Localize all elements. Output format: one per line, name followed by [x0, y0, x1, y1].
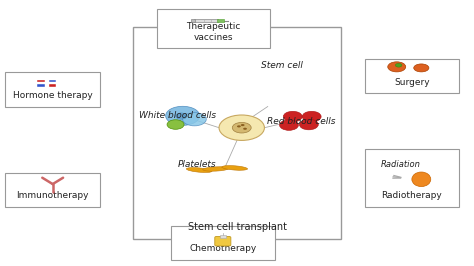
Bar — [365, 149, 459, 207]
Circle shape — [300, 119, 318, 130]
Bar — [220, 235, 226, 238]
Bar — [191, 19, 195, 22]
Circle shape — [243, 128, 247, 130]
Circle shape — [283, 111, 302, 122]
Bar — [37, 84, 45, 87]
Bar — [171, 226, 275, 260]
Text: White blood cells: White blood cells — [139, 111, 217, 120]
Text: Radiation: Radiation — [381, 160, 420, 169]
Bar — [133, 27, 341, 239]
Circle shape — [232, 122, 251, 133]
FancyBboxPatch shape — [215, 236, 231, 246]
Bar — [365, 59, 459, 93]
Ellipse shape — [414, 64, 429, 72]
Text: Hormone therapy: Hormone therapy — [13, 91, 92, 100]
Text: Radiotherapy: Radiotherapy — [382, 192, 442, 201]
Text: Therapeutic
vaccines: Therapeutic vaccines — [186, 22, 241, 42]
Text: Stem cell transplant: Stem cell transplant — [188, 222, 286, 232]
Circle shape — [241, 124, 245, 126]
Circle shape — [165, 106, 200, 125]
Bar — [5, 173, 100, 207]
Circle shape — [302, 111, 321, 122]
Ellipse shape — [203, 167, 228, 171]
Text: Stem cell: Stem cell — [261, 61, 303, 70]
Circle shape — [182, 113, 206, 126]
Circle shape — [280, 120, 299, 130]
Bar — [49, 84, 56, 87]
Bar — [37, 80, 45, 82]
Text: Red blood cells: Red blood cells — [266, 117, 335, 126]
Text: Platelets: Platelets — [178, 160, 216, 169]
Circle shape — [237, 125, 241, 127]
Bar — [156, 9, 270, 48]
Text: Surgery: Surgery — [394, 78, 429, 87]
Text: Immunotherapy: Immunotherapy — [17, 192, 89, 201]
Bar — [217, 19, 224, 22]
Circle shape — [219, 115, 264, 140]
Bar — [194, 19, 218, 22]
Text: Chemotherapy: Chemotherapy — [189, 244, 256, 253]
Circle shape — [175, 113, 187, 119]
Bar — [5, 72, 100, 107]
Ellipse shape — [186, 168, 212, 172]
Bar — [49, 80, 56, 82]
Circle shape — [395, 63, 402, 67]
Ellipse shape — [412, 172, 431, 186]
Ellipse shape — [388, 62, 406, 72]
Circle shape — [167, 120, 184, 129]
Ellipse shape — [222, 166, 247, 170]
